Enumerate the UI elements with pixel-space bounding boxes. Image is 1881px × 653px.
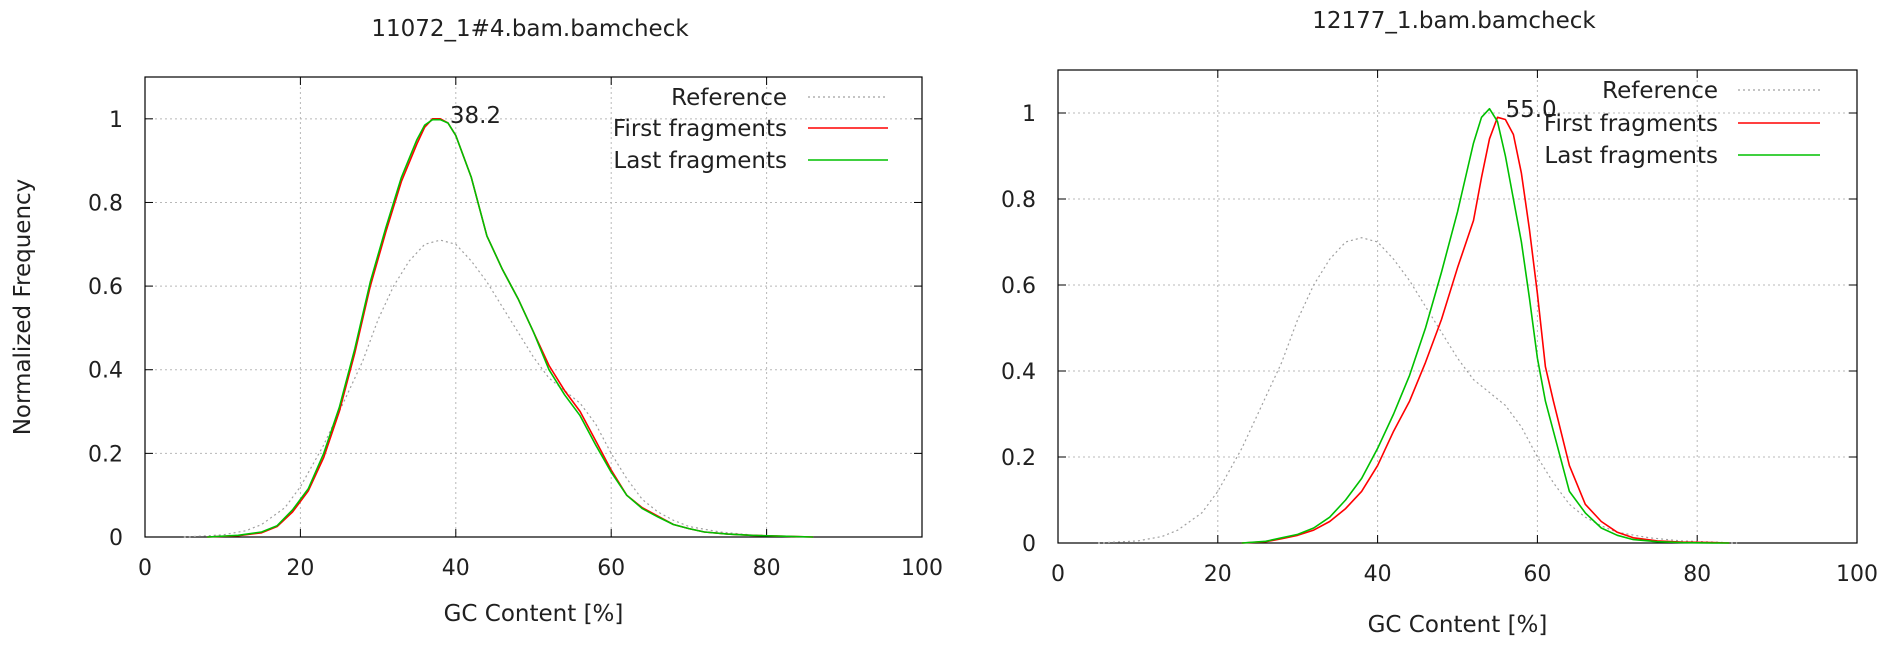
y-tick-label: 1 [1022, 102, 1036, 127]
series-line-first-fragments [207, 118, 814, 538]
chart-title: 12177_1.bam.bamcheck [1312, 8, 1596, 34]
x-tick-label: 0 [1051, 562, 1065, 587]
legend-label: First fragments [1544, 111, 1718, 137]
y-tick-label: 0 [109, 526, 123, 551]
x-tick-label: 60 [597, 556, 625, 581]
legend-label: Reference [671, 85, 787, 111]
x-axis-label: GC Content [%] [444, 601, 624, 627]
chart-panel-right: 0 20 40 60 80 100 0 0.2 0.4 0.6 0.8 1 Reference First… [1001, 8, 1878, 638]
x-tick-label: 20 [1204, 562, 1232, 587]
series-line-first-fragments [1241, 116, 1730, 544]
x-tick-label: 80 [753, 556, 781, 581]
x-tick-label: 40 [442, 556, 470, 581]
y-tick-label: 0.6 [88, 275, 123, 300]
y-axis-label: Normalized Frequency [10, 179, 36, 436]
legend-label: Last fragments [1544, 143, 1718, 169]
series-line-reference [183, 239, 806, 538]
x-tick-label: 80 [1683, 562, 1711, 587]
y-tick-label: 0.2 [1001, 446, 1036, 471]
chart-panel-left: 0 20 40 60 80 100 0 0.2 0.4 0.6 0.8 1 Reference First… [10, 16, 943, 627]
y-tick-label: 0.6 [1001, 274, 1036, 299]
x-tick-label: 40 [1364, 562, 1392, 587]
peak-annotation: 55.0 [1505, 97, 1556, 123]
x-axis-label: GC Content [%] [1368, 612, 1548, 638]
plot-frame [1057, 69, 1858, 544]
y-tick-label: 0.8 [1001, 188, 1036, 213]
legend-label: First fragments [613, 116, 787, 142]
series-line-reference [1097, 237, 1738, 544]
peak-annotation: 38.2 [450, 103, 501, 129]
x-tick-label: 100 [1836, 562, 1878, 587]
y-tick-label: 0.4 [1001, 360, 1036, 385]
x-tick-label: 0 [138, 556, 152, 581]
x-tick-label: 20 [286, 556, 314, 581]
y-tick-label: 0.4 [88, 359, 123, 384]
y-tick-label: 0 [1022, 532, 1036, 557]
plot-frame [144, 76, 923, 538]
y-tick-label: 0.2 [88, 442, 123, 467]
chart-title: 11072_1#4.bam.bamcheck [371, 16, 689, 42]
legend-label: Last fragments [613, 148, 787, 174]
x-tick-label: 60 [1523, 562, 1551, 587]
legend-label: Reference [1602, 78, 1718, 104]
series-line-last-fragments [1241, 107, 1730, 544]
x-tick-label: 100 [901, 556, 943, 581]
series-line-last-fragments [207, 118, 814, 538]
y-tick-label: 1 [109, 108, 123, 133]
y-tick-label: 0.8 [88, 191, 123, 216]
